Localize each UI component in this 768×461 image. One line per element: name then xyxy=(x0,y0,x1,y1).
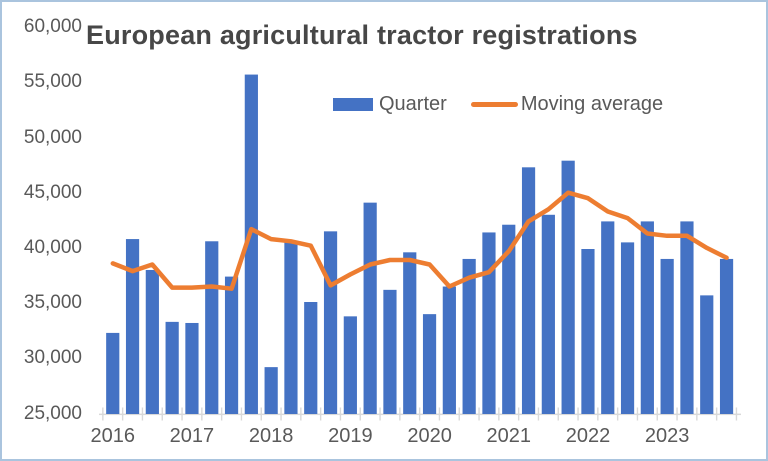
bar-2018-Q2 xyxy=(284,241,298,414)
bar-2023-Q3 xyxy=(700,295,714,414)
x-axis-label-2017: 2017 xyxy=(169,425,215,447)
y-axis-label-30,000: 30,000 xyxy=(23,347,82,369)
y-axis-label-25,000: 25,000 xyxy=(23,402,82,424)
bar-2016-Q2 xyxy=(125,239,140,414)
legend-label-moving-average: Moving average xyxy=(520,92,664,115)
chart-title: European agricultural tractor registrati… xyxy=(86,20,638,50)
bar-2017-Q3 xyxy=(224,276,239,414)
bar-2018-Q4 xyxy=(323,231,338,414)
y-axis-label-35,000: 35,000 xyxy=(23,292,82,314)
legend-line-swatch xyxy=(470,101,518,107)
bar-2021-Q3 xyxy=(541,214,555,414)
bar-2016-Q4 xyxy=(165,321,179,414)
bar-2018-Q1 xyxy=(264,367,278,414)
bar-2023-Q1 xyxy=(660,258,674,414)
y-axis-label-45,000: 45,000 xyxy=(23,181,82,203)
bar-2018-Q3 xyxy=(304,302,318,414)
bar-2020-Q4 xyxy=(482,232,496,414)
bar-2019-Q1 xyxy=(343,316,357,414)
x-axis-label-2016: 2016 xyxy=(90,425,136,447)
bar-2017-Q2 xyxy=(205,241,219,414)
bar-2022-Q4 xyxy=(640,221,654,414)
bar-2016-Q1 xyxy=(106,332,120,414)
bar-2020-Q1 xyxy=(422,314,437,414)
bar-2016-Q3 xyxy=(145,269,159,414)
bar-2021-Q1 xyxy=(502,224,516,414)
x-axis-label-2022: 2022 xyxy=(565,425,611,447)
y-axis-label-50,000: 50,000 xyxy=(23,126,82,148)
bar-2020-Q3 xyxy=(462,258,476,414)
legend-label-quarter: Quarter xyxy=(379,92,447,115)
x-axis-line xyxy=(99,413,741,416)
legend: Quarter Moving average xyxy=(333,92,663,116)
x-axis-label-2021: 2021 xyxy=(486,425,532,447)
x-axis-label-2019: 2019 xyxy=(328,425,373,447)
bar-2019-Q2 xyxy=(363,202,377,414)
x-axis-label-2023: 2023 xyxy=(644,425,690,447)
bar-2017-Q1 xyxy=(185,322,199,414)
y-axis-label-60,000: 60,000 xyxy=(23,16,82,38)
bar-2021-Q4 xyxy=(561,160,575,414)
bar-2019-Q3 xyxy=(383,289,397,414)
y-axis-label-40,000: 40,000 xyxy=(23,236,82,258)
x-axis-label-2020: 2020 xyxy=(407,425,452,447)
bar-2021-Q2 xyxy=(521,167,536,414)
y-axis-label-55,000: 55,000 xyxy=(23,71,82,93)
bar-2020-Q2 xyxy=(442,286,456,414)
bar-2017-Q4 xyxy=(244,74,258,414)
bar-2022-Q1 xyxy=(581,249,595,414)
bar-2022-Q3 xyxy=(620,242,635,414)
bar-2022-Q2 xyxy=(601,221,615,414)
legend-bar-swatch xyxy=(333,97,373,111)
bar-2019-Q4 xyxy=(403,252,417,414)
moving-average-line xyxy=(110,190,729,291)
bar-2023-Q4 xyxy=(719,258,734,414)
bar-2023-Q2 xyxy=(680,221,694,414)
x-axis-label-2018: 2018 xyxy=(248,425,294,447)
